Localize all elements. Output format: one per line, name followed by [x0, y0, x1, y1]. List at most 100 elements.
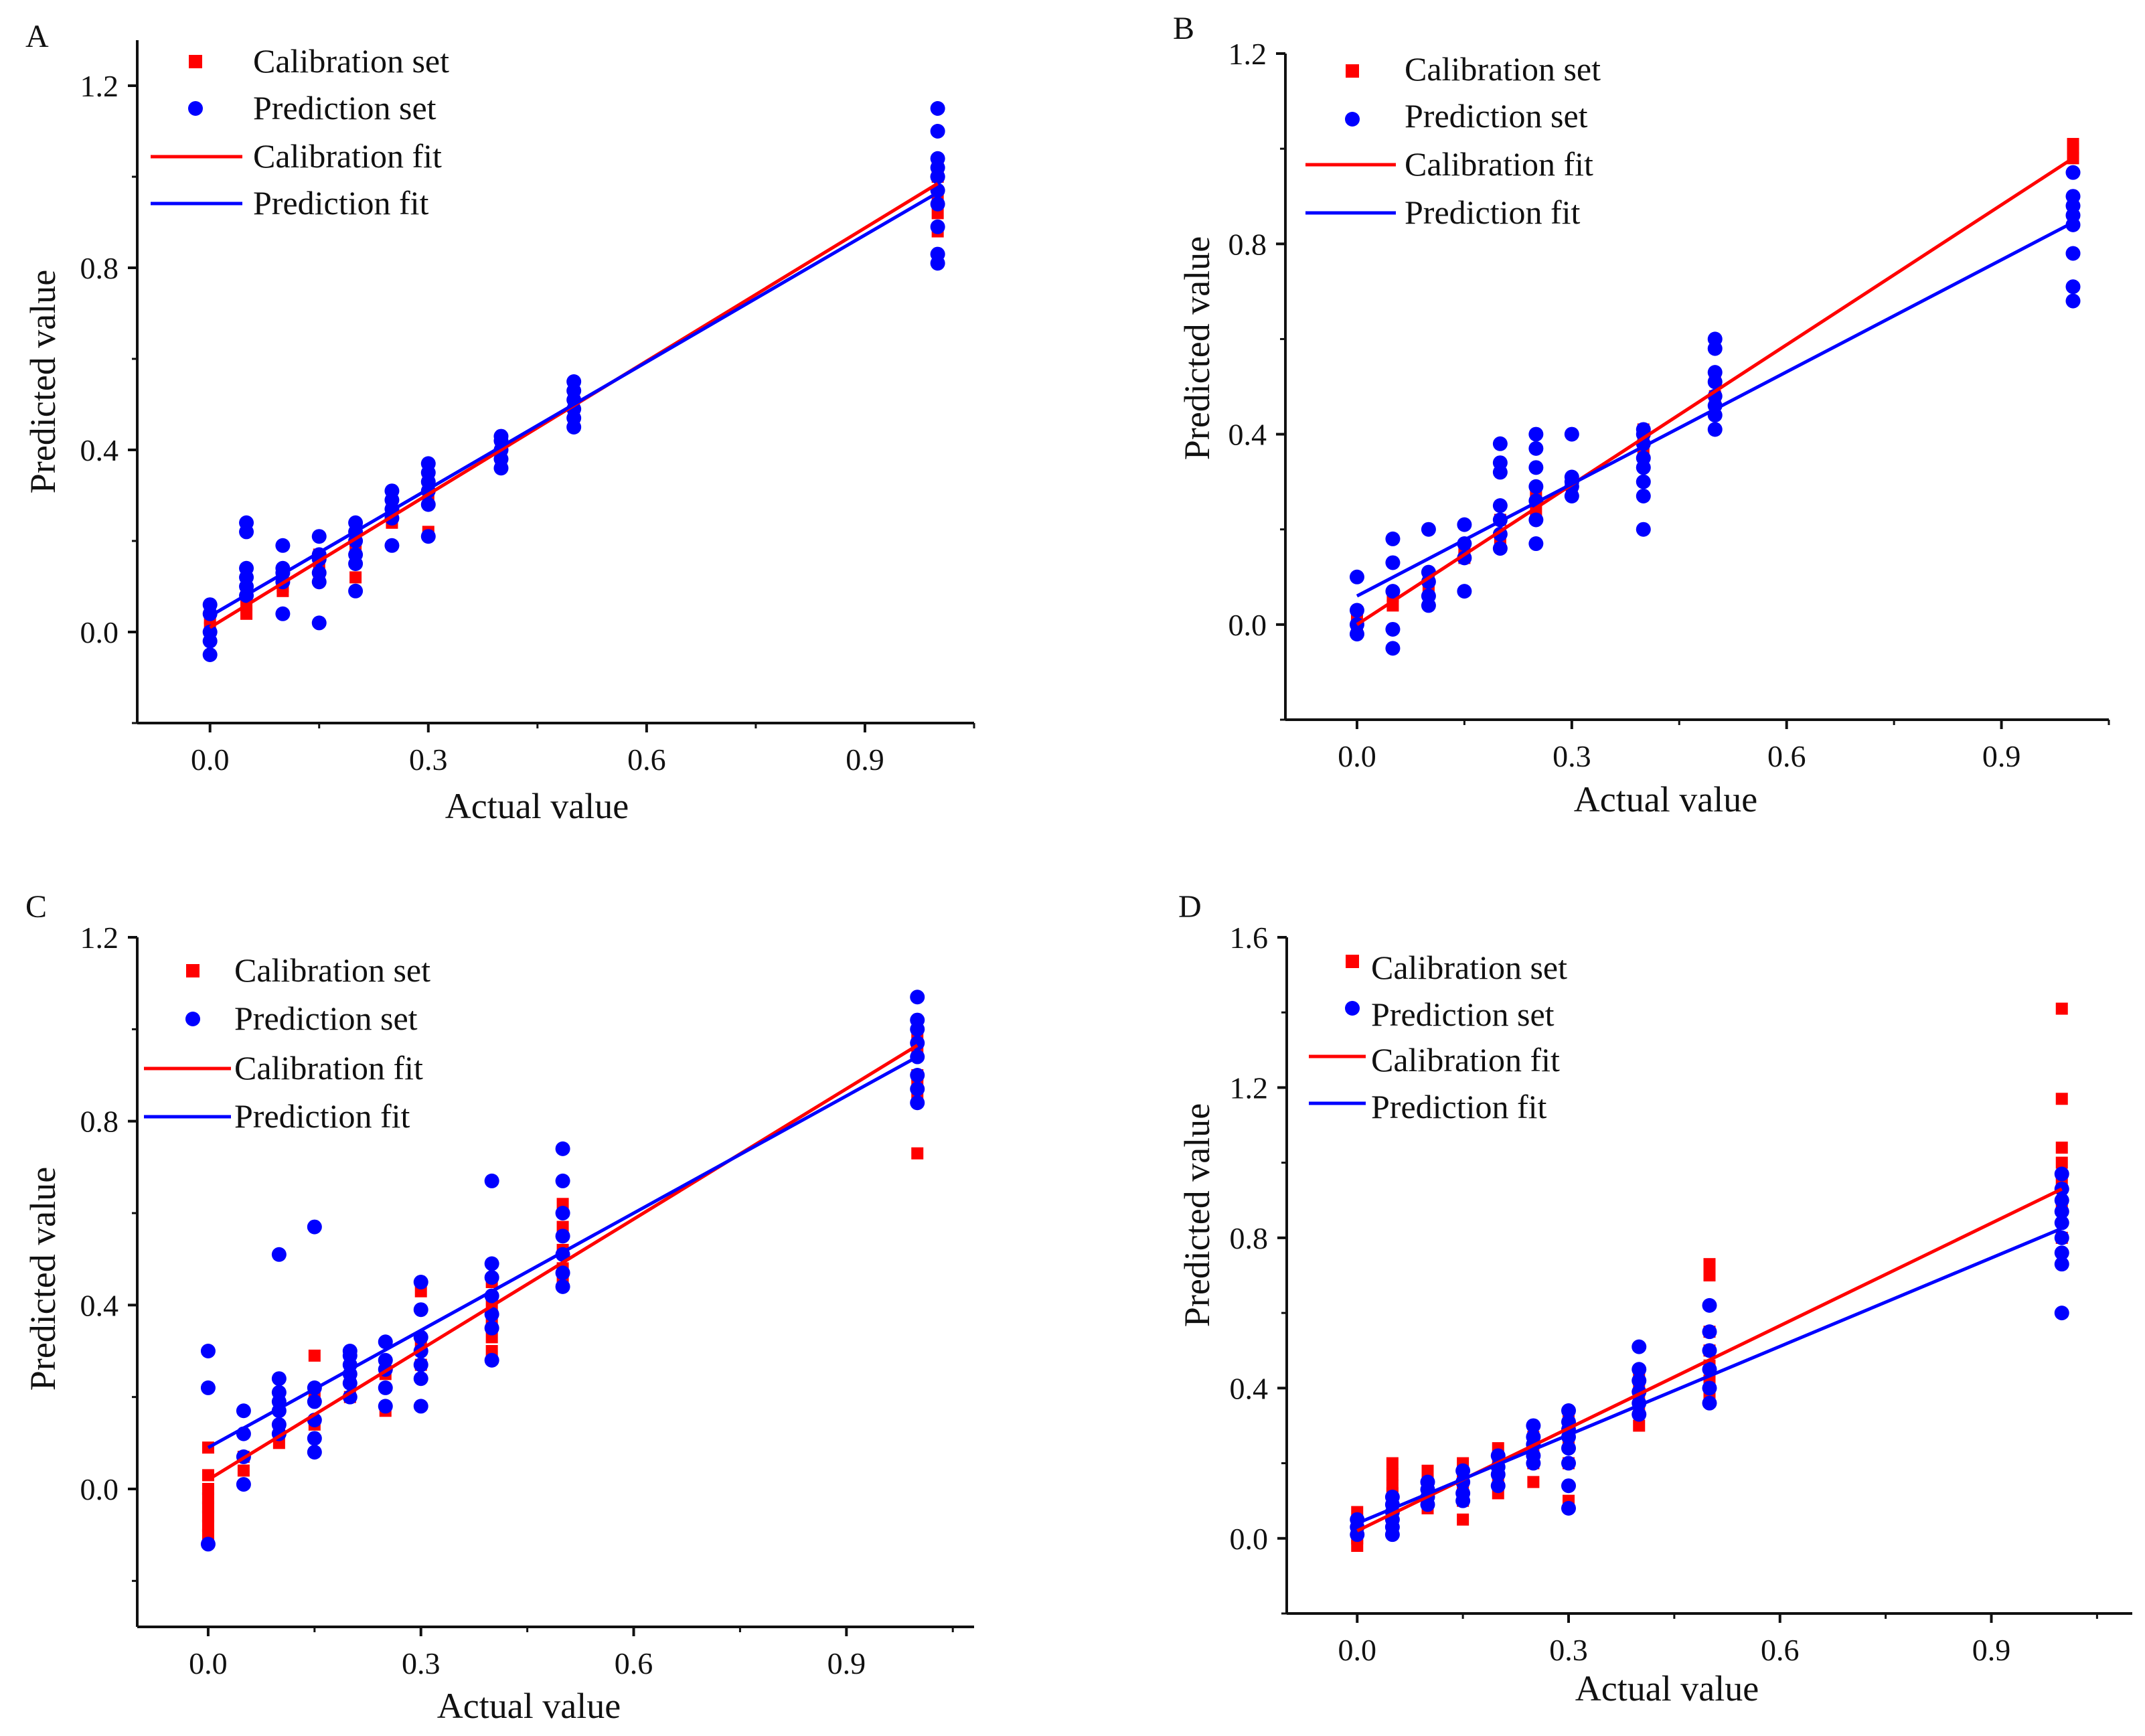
legend-label-calibration-set: Calibration set — [234, 951, 430, 989]
prediction-point — [384, 483, 400, 499]
prediction-point — [1528, 460, 1544, 475]
prediction-point — [1561, 1455, 1576, 1471]
calibration-point — [1386, 1457, 1399, 1470]
legend-marker-prediction-set — [188, 101, 203, 116]
panel-c-fit-lines — [207, 1044, 919, 1482]
prediction-point — [200, 1344, 216, 1358]
prediction-point — [1561, 1500, 1576, 1516]
x-tick-label: 0.9 — [1982, 739, 2021, 773]
panel-letter: D — [1178, 889, 1202, 925]
prediction-point — [484, 1173, 499, 1188]
prediction-point — [1561, 1441, 1576, 1456]
y-ticks: 0.0 0.4 0.8 1.2 1.6 — [1230, 921, 1287, 1615]
legend-marker-calibration-set — [1346, 64, 1359, 78]
x-tick-label: 0.3 — [1553, 739, 1591, 773]
prediction-point — [420, 497, 436, 512]
y-ticks: 0.0 0.4 0.8 1.2 — [80, 921, 137, 1582]
calibration-point — [2055, 1141, 2068, 1154]
legend-label-prediction-set: Prediction set — [234, 1000, 418, 1037]
prediction-point — [1528, 479, 1544, 494]
prediction-point — [930, 246, 945, 262]
panel-letter: B — [1173, 11, 1194, 46]
x-tick-label: 0.6 — [627, 742, 666, 777]
panel-d-fit-lines — [1356, 1187, 2063, 1532]
prediction-point — [413, 1371, 428, 1387]
y-tick-label: 0.8 — [1228, 227, 1267, 261]
prediction-point — [1564, 426, 1579, 442]
legend-label-calibration-fit: Calibration fit — [1371, 1041, 1560, 1079]
prediction-point — [1632, 1407, 1647, 1422]
legend-label-prediction-fit: Prediction fit — [253, 184, 429, 222]
prediction-point — [413, 1399, 428, 1414]
prediction-point — [378, 1334, 393, 1350]
prediction-point — [1528, 512, 1544, 528]
prediction-point — [1636, 488, 1651, 503]
y-tick-label: 0.8 — [80, 251, 119, 285]
y-tick-label: 0.8 — [80, 1105, 119, 1139]
prediction-point — [1457, 584, 1472, 599]
calibration-point — [202, 1483, 214, 1495]
legend-label-prediction-fit: Prediction fit — [234, 1097, 410, 1135]
prediction-point — [239, 515, 254, 530]
prediction-fit-line — [1356, 221, 2074, 598]
panel-d: D 0.0 0.4 0.8 1.2 1.6 0.0 0.3 0.6 0.9 Actual va… — [1177, 889, 2132, 1709]
prediction-point — [1385, 584, 1401, 599]
calibration-point — [1457, 1513, 1469, 1526]
prediction-point — [307, 1219, 322, 1235]
calibration-fit-line — [207, 1044, 919, 1482]
y-tick-label: 0.0 — [80, 1472, 119, 1506]
prediction-point — [2054, 1245, 2069, 1261]
legend-marker-prediction-set — [1345, 1001, 1360, 1016]
prediction-point — [1492, 498, 1508, 514]
prediction-point — [1632, 1373, 1647, 1389]
legend-label-prediction-set: Prediction set — [1405, 97, 1588, 135]
prediction-point — [384, 538, 400, 553]
prediction-point — [378, 1380, 393, 1395]
prediction-point — [1702, 1395, 1717, 1411]
prediction-point — [930, 151, 945, 166]
prediction-point — [1632, 1339, 1647, 1354]
y-axis-label: Predicted value — [23, 270, 63, 493]
prediction-point — [311, 529, 327, 544]
calibration-point — [2055, 1156, 2068, 1169]
prediction-point — [1490, 1478, 1506, 1494]
prediction-point — [930, 101, 945, 116]
prediction-point — [1702, 1324, 1717, 1340]
legend-label-calibration-set: Calibration set — [1405, 50, 1601, 88]
prediction-point — [202, 647, 218, 662]
prediction-point — [271, 1385, 287, 1400]
prediction-point — [2054, 1257, 2069, 1272]
prediction-point — [1457, 550, 1472, 566]
x-axis-label: Actual value — [445, 786, 629, 826]
y-ticks: 0.0 0.4 0.8 1.2 — [1228, 37, 1285, 721]
prediction-point — [200, 1536, 216, 1552]
prediction-point — [1702, 1380, 1717, 1396]
x-tick-label: 0.0 — [1338, 1633, 1377, 1667]
x-ticks: 0.0 0.3 0.6 0.9 — [189, 1627, 954, 1680]
prediction-point — [1707, 365, 1723, 380]
calibration-point — [202, 1492, 214, 1504]
legend-marker-prediction-set — [185, 1012, 200, 1026]
prediction-point — [342, 1344, 358, 1358]
y-tick-label: 0.4 — [1230, 1371, 1269, 1405]
x-tick-label: 0.0 — [1338, 739, 1376, 773]
prediction-point — [1707, 422, 1723, 437]
prediction-point — [307, 1431, 322, 1446]
x-tick-label: 0.3 — [1549, 1633, 1588, 1667]
prediction-point — [348, 515, 364, 530]
prediction-point — [1528, 441, 1544, 456]
prediction-point — [1702, 1297, 1717, 1313]
prediction-point — [239, 560, 254, 576]
x-axis-label: Actual value — [1574, 779, 1757, 819]
prediction-point — [2054, 1204, 2069, 1219]
x-tick-label: 0.9 — [1972, 1633, 2011, 1667]
prediction-point — [910, 1068, 925, 1083]
x-ticks: 0.0 0.3 0.6 0.9 — [1338, 720, 2110, 773]
prediction-fit-line — [1356, 1227, 2063, 1525]
prediction-point — [2054, 1306, 2069, 1321]
prediction-point — [1528, 536, 1544, 552]
prediction-point — [202, 625, 218, 639]
prediction-point — [930, 124, 945, 139]
legend-label-calibration-set: Calibration set — [1371, 949, 1567, 986]
prediction-point — [930, 219, 945, 234]
